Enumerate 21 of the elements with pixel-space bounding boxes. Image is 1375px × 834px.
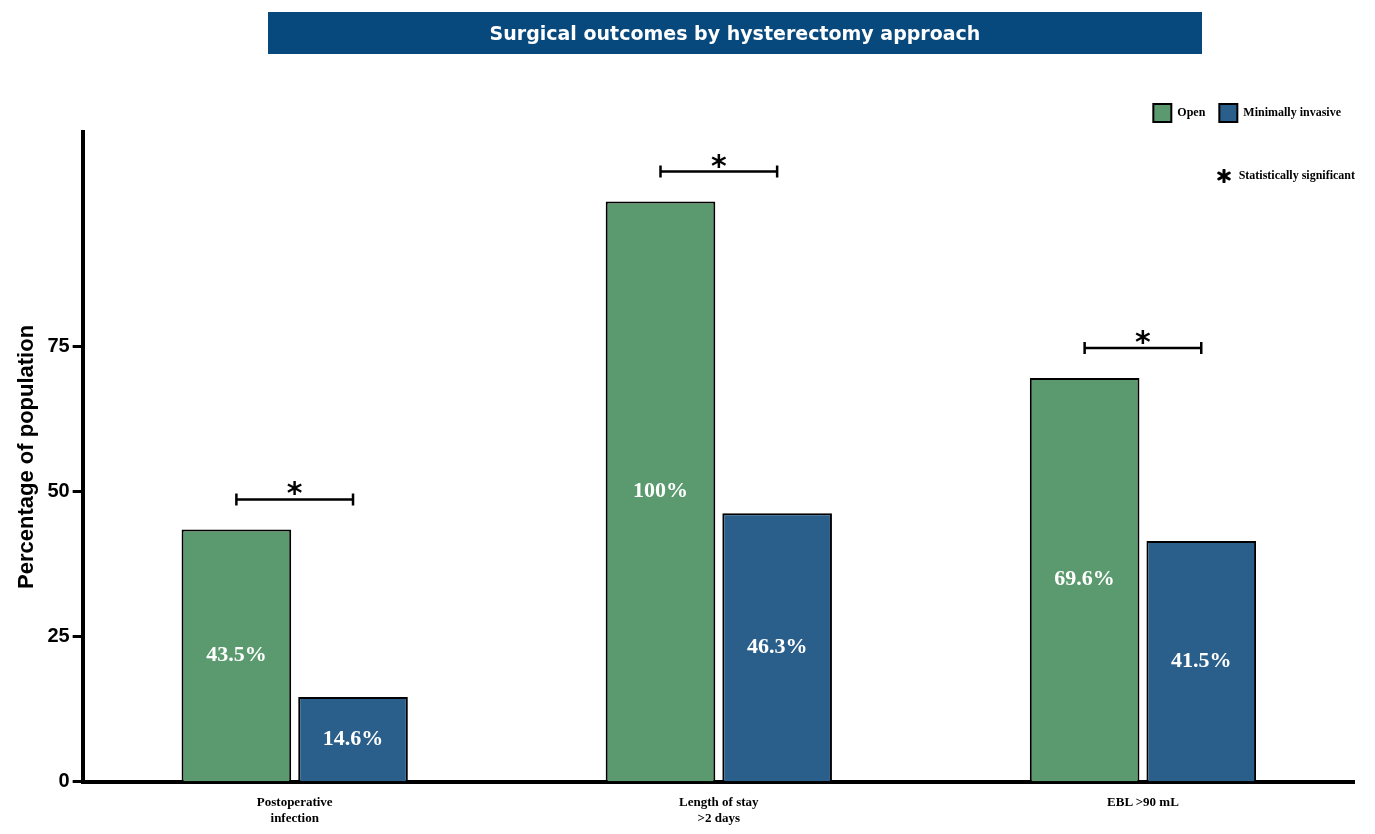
x-tick-label: EBL >90 mL	[1107, 793, 1180, 809]
data-label: 41.5%	[1171, 646, 1232, 672]
annotation: *	[286, 475, 303, 511]
data-label: 46.3%	[746, 632, 808, 658]
data-label: 14.6%	[322, 724, 384, 750]
y-tick-label: 25	[47, 624, 70, 647]
x-tick-label: Postoperative infection	[256, 793, 333, 825]
chart-title: Surgical outcomes by hysterectomy approach	[268, 12, 1202, 54]
annotation: *	[710, 147, 727, 183]
data-label: 69.6%	[1054, 565, 1115, 591]
data-label: 43.5%	[206, 641, 267, 667]
legend-label: Minimally invasive	[1243, 105, 1342, 120]
data-label: 100%	[633, 477, 689, 503]
x-tick-label: Length of stay >2 days	[679, 793, 760, 825]
annotation: *	[1135, 324, 1152, 359]
annotation: Statistically significant	[1238, 168, 1355, 183]
legend-label: Open	[1177, 105, 1206, 120]
y-tick-label: 75	[47, 334, 70, 357]
y-axis-title: Percentage of population	[13, 324, 39, 589]
y-tick-label: 0	[58, 769, 70, 792]
y-tick-label: 50	[47, 479, 70, 502]
